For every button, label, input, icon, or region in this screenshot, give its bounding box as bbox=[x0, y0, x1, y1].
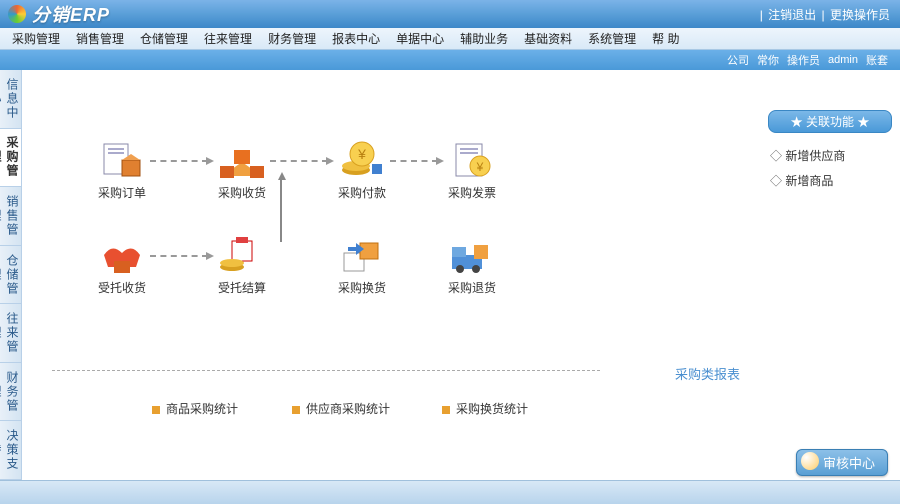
sidebar-tab-4[interactable]: 往来管理 bbox=[0, 304, 21, 363]
company-value: 常你 bbox=[757, 52, 779, 68]
receive-icon bbox=[218, 140, 266, 180]
svg-text:¥: ¥ bbox=[357, 146, 366, 162]
sidebar-tab-5[interactable]: 财务管理 bbox=[0, 363, 21, 422]
invoice-icon: ¥ bbox=[448, 140, 496, 180]
content: 采购类报表 采购订单 采购收货 ¥ 采购付款 ¥ 采购发票受托收货 受托结算 采购换货 采购退货… bbox=[22, 70, 760, 480]
titlebar-links: | 注销退出 | 更换操作员 bbox=[760, 6, 892, 23]
sidebar-tab-0[interactable]: 信息中心 bbox=[0, 70, 21, 129]
app-logo-icon bbox=[8, 5, 26, 23]
titlebar: 分销ERP | 注销退出 | 更换操作员 bbox=[0, 0, 900, 28]
exchange-icon bbox=[338, 235, 386, 275]
panel-link-1[interactable]: 新增商品 bbox=[768, 168, 892, 193]
company-label: 公司 bbox=[727, 52, 749, 68]
logout-link[interactable]: 注销退出 bbox=[768, 8, 816, 22]
flow-label-return: 采购退货 bbox=[442, 279, 502, 296]
report-link-0[interactable]: 商品采购统计 bbox=[152, 400, 238, 417]
right-panel: ★ 关联功能 ★ 新增供应商新增商品 bbox=[760, 70, 900, 480]
report-link-1[interactable]: 供应商采购统计 bbox=[292, 400, 390, 417]
flow-label-entrust_settle: 受托结算 bbox=[212, 279, 272, 296]
menu-item-3[interactable]: 往来管理 bbox=[196, 30, 260, 47]
flow-label-invoice: 采购发票 bbox=[442, 184, 502, 201]
flow-label-order: 采购订单 bbox=[92, 184, 152, 201]
statusbar bbox=[0, 480, 900, 504]
flow-label-exchange: 采购换货 bbox=[332, 279, 392, 296]
flow-node-entrust_settle[interactable]: 受托结算 bbox=[212, 235, 272, 296]
menu-item-8[interactable]: 基础资料 bbox=[516, 30, 580, 47]
return-icon bbox=[448, 235, 496, 275]
subheader: 公司 常你 操作员 admin 账套 bbox=[0, 50, 900, 70]
sidebar: 信息中心采购管理销售管理仓储管理往来管理财务管理决策支持 bbox=[0, 70, 22, 480]
flow-node-receive[interactable]: 采购收货 bbox=[212, 140, 272, 201]
flow-node-exchange[interactable]: 采购换货 bbox=[332, 235, 392, 296]
sidebar-tab-6[interactable]: 决策支持 bbox=[0, 421, 21, 480]
svg-text:¥: ¥ bbox=[476, 160, 484, 174]
operator-value: admin bbox=[828, 54, 858, 66]
flow-node-pay[interactable]: ¥ 采购付款 bbox=[332, 140, 392, 201]
menu-item-7[interactable]: 辅助业务 bbox=[452, 30, 516, 47]
flow-node-entrust_recv[interactable]: 受托收货 bbox=[92, 235, 152, 296]
bullet-icon bbox=[152, 406, 160, 414]
menu-item-4[interactable]: 财务管理 bbox=[260, 30, 324, 47]
menu-item-10[interactable]: 帮 助 bbox=[644, 30, 687, 47]
menu-item-9[interactable]: 系统管理 bbox=[580, 30, 644, 47]
pay-icon: ¥ bbox=[338, 140, 386, 180]
app-title: 分销ERP bbox=[32, 1, 110, 27]
bullet-icon bbox=[442, 406, 450, 414]
arrow-h-1 bbox=[270, 160, 328, 162]
arrow-h-0 bbox=[150, 160, 208, 162]
sidebar-tab-1[interactable]: 采购管理 bbox=[0, 129, 21, 188]
switch-user-link[interactable]: 更换操作员 bbox=[830, 8, 890, 22]
entrust_recv-icon bbox=[98, 235, 146, 275]
panel-link-0[interactable]: 新增供应商 bbox=[768, 143, 892, 168]
menubar: 采购管理销售管理仓储管理往来管理财务管理报表中心单据中心辅助业务基础资料系统管理… bbox=[0, 28, 900, 50]
entrust_settle-icon bbox=[218, 235, 266, 275]
arrow-h-3 bbox=[150, 255, 208, 257]
operator-label: 操作员 bbox=[787, 52, 820, 68]
menu-item-5[interactable]: 报表中心 bbox=[324, 30, 388, 47]
main-area: 信息中心采购管理销售管理仓储管理往来管理财务管理决策支持 采购类报表 采购订单采… bbox=[0, 70, 900, 480]
arrow-v bbox=[280, 178, 282, 242]
flow-label-entrust_recv: 受托收货 bbox=[92, 279, 152, 296]
menu-item-2[interactable]: 仓储管理 bbox=[132, 30, 196, 47]
flow-node-invoice[interactable]: ¥ 采购发票 bbox=[442, 140, 502, 201]
order-icon bbox=[98, 140, 146, 180]
bullet-icon bbox=[292, 406, 300, 414]
related-functions-header: ★ 关联功能 ★ bbox=[768, 110, 892, 133]
flow-node-order[interactable]: 采购订单 bbox=[92, 140, 152, 201]
flow-node-return[interactable]: 采购退货 bbox=[442, 235, 502, 296]
menu-item-1[interactable]: 销售管理 bbox=[68, 30, 132, 47]
arrow-h-2 bbox=[390, 160, 438, 162]
sidebar-tab-2[interactable]: 销售管理 bbox=[0, 187, 21, 246]
sidebar-tab-3[interactable]: 仓储管理 bbox=[0, 246, 21, 305]
flow-label-pay: 采购付款 bbox=[332, 184, 392, 201]
report-link-2[interactable]: 采购换货统计 bbox=[442, 400, 528, 417]
flow-label-receive: 采购收货 bbox=[212, 184, 272, 201]
audit-center-button[interactable]: 审核中心 bbox=[796, 449, 888, 476]
menu-item-0[interactable]: 采购管理 bbox=[4, 30, 68, 47]
report-separator bbox=[52, 370, 600, 371]
report-section-title: 采购类报表 bbox=[675, 364, 740, 383]
menu-item-6[interactable]: 单据中心 bbox=[388, 30, 452, 47]
book-label: 账套 bbox=[866, 52, 888, 68]
